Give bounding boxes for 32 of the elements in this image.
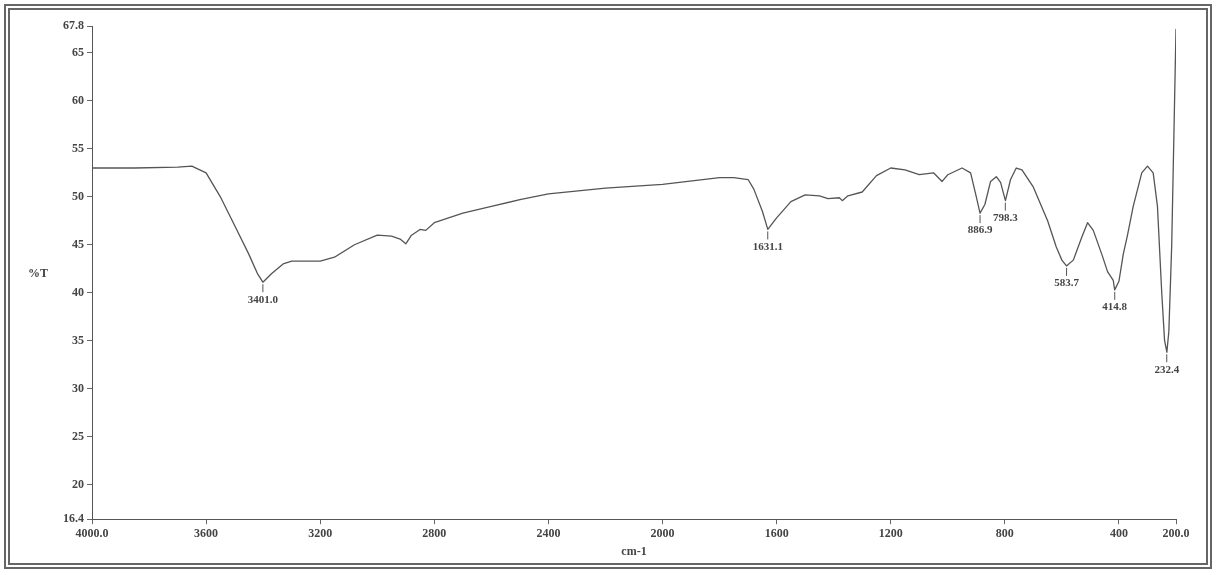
y-tick-label: 55: [72, 140, 84, 155]
annotation: 3401.0: [247, 292, 279, 305]
y-tick-label: 25: [72, 428, 84, 443]
x-tick-label: 200.0: [1162, 526, 1190, 541]
y-tick-label: 30: [72, 380, 84, 395]
y-tick-label: 60: [72, 92, 84, 107]
x-tick-label: 3200: [308, 526, 333, 541]
x-tick-label: 3600: [194, 526, 219, 541]
x-tick-label: 400: [1109, 526, 1128, 541]
annotation: 583.7: [1054, 276, 1080, 289]
y-tick-label: 40: [72, 284, 84, 299]
x-tick-label: 800: [995, 526, 1014, 541]
annotation: 414.8: [1102, 300, 1128, 313]
annotation: 232.4: [1154, 362, 1180, 375]
y-tick-label: 45: [72, 236, 84, 251]
y-axis-title: %T: [28, 265, 49, 280]
x-tick-label: 1600: [764, 526, 789, 541]
y-tick-label: 35: [72, 332, 84, 347]
y-tick-label: 20: [72, 476, 84, 491]
annotation: 798.3: [992, 210, 1019, 223]
annotation: 1631.1: [752, 239, 783, 252]
y-tick-label: 50: [72, 188, 84, 203]
x-tick-label: 2400: [536, 526, 561, 541]
x-tick-label: 1200: [878, 526, 903, 541]
x-axis-title: cm-1: [621, 543, 647, 558]
y-tick-label: 16.4: [63, 511, 84, 526]
y-tick-label: 67.8: [63, 18, 84, 33]
annotation: 886.9: [967, 223, 993, 236]
x-tick-label: 4000.0: [75, 526, 109, 541]
y-tick-label: 65: [72, 44, 84, 59]
x-tick-label: 2000: [650, 526, 675, 541]
x-tick-label: 2800: [422, 526, 447, 541]
